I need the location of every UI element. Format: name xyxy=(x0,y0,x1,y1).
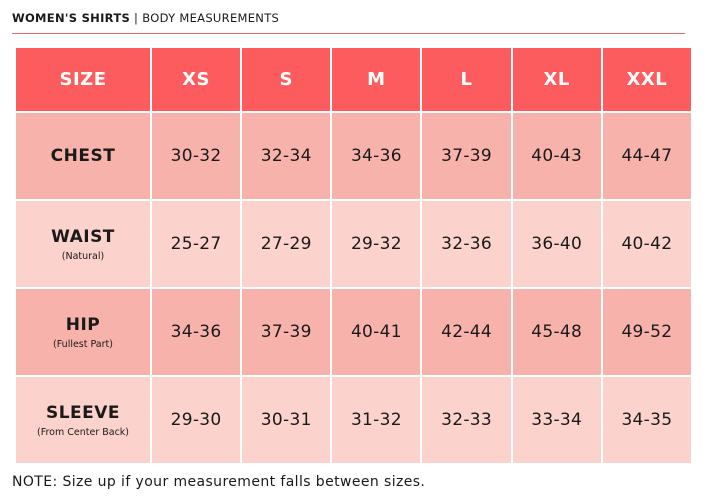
table-cell: 37-39 xyxy=(240,287,333,377)
row-label-sleeve: SLEEVE (From Center Back) xyxy=(14,375,152,465)
measurement-note: (Fullest Part) xyxy=(53,338,113,350)
table-cell: 42-44 xyxy=(420,287,513,377)
table-cell: 29-32 xyxy=(330,199,423,289)
row-label-chest: CHEST xyxy=(14,111,152,201)
header-separator: | xyxy=(134,11,139,25)
measurement-name: WAIST xyxy=(51,226,115,247)
header-subtitle: BODY MEASUREMENTS xyxy=(142,11,280,25)
table-cell: 33-34 xyxy=(510,375,603,465)
header-title: WOMEN'S SHIRTS xyxy=(12,11,131,25)
table-cell: 44-47 xyxy=(600,111,694,201)
measurement-note: (From Center Back) xyxy=(36,426,130,438)
size-header-m: M xyxy=(330,46,423,113)
row-sleeve: SLEEVE (From Center Back) 29-30 30-31 31… xyxy=(14,375,694,465)
size-header-xl: XL xyxy=(510,46,603,113)
row-label-hip: HIP (Fullest Part) xyxy=(14,287,152,377)
header-divider xyxy=(12,33,685,34)
size-header-xs: XS xyxy=(149,46,243,113)
table-cell: 45-48 xyxy=(510,287,603,377)
table-cell: 40-42 xyxy=(600,199,694,289)
table-cell: 36-40 xyxy=(510,199,603,289)
size-header-xxl: XXL xyxy=(600,46,694,113)
table-cell: 30-31 xyxy=(240,375,333,465)
table-cell: 25-27 xyxy=(149,199,243,289)
table-cell: 31-32 xyxy=(330,375,423,465)
size-header-row: SIZE XS S M L XL XXL xyxy=(14,46,694,113)
size-header-s: S xyxy=(240,46,333,113)
row-waist: WAIST (Natural) 25-27 27-29 29-32 32-36 … xyxy=(14,199,694,289)
measurement-note: (Natural) xyxy=(61,250,105,262)
table-cell: 29-30 xyxy=(149,375,243,465)
page-header: WOMEN'S SHIRTS | BODY MEASUREMENTS xyxy=(12,11,279,25)
table-cell: 34-35 xyxy=(600,375,694,465)
table-cell: 32-34 xyxy=(240,111,333,201)
table-cell: 40-43 xyxy=(510,111,603,201)
measurement-name: CHEST xyxy=(50,146,116,166)
row-label-waist: WAIST (Natural) xyxy=(14,199,152,289)
table-cell: 37-39 xyxy=(420,111,513,201)
table-cell: 27-29 xyxy=(240,199,333,289)
table-cell: 49-52 xyxy=(600,287,694,377)
size-chart-table: SIZE XS S M L XL XXL CHEST 30-32 32-34 3… xyxy=(14,46,694,465)
table-cell: 34-36 xyxy=(330,111,423,201)
table-cell: 32-33 xyxy=(420,375,513,465)
row-chest: CHEST 30-32 32-34 34-36 37-39 40-43 44-4… xyxy=(14,111,694,201)
table-cell: 34-36 xyxy=(149,287,243,377)
sizing-note: NOTE: Size up if your measurement falls … xyxy=(12,474,426,490)
size-corner-label: SIZE xyxy=(14,46,152,113)
measurement-name: SLEEVE xyxy=(45,402,121,423)
table-cell: 30-32 xyxy=(149,111,243,201)
row-hip: HIP (Fullest Part) 34-36 37-39 40-41 42-… xyxy=(14,287,694,377)
size-header-l: L xyxy=(420,46,513,113)
table-cell: 32-36 xyxy=(420,199,513,289)
table-cell: 40-41 xyxy=(330,287,423,377)
measurement-name: HIP xyxy=(65,314,101,335)
